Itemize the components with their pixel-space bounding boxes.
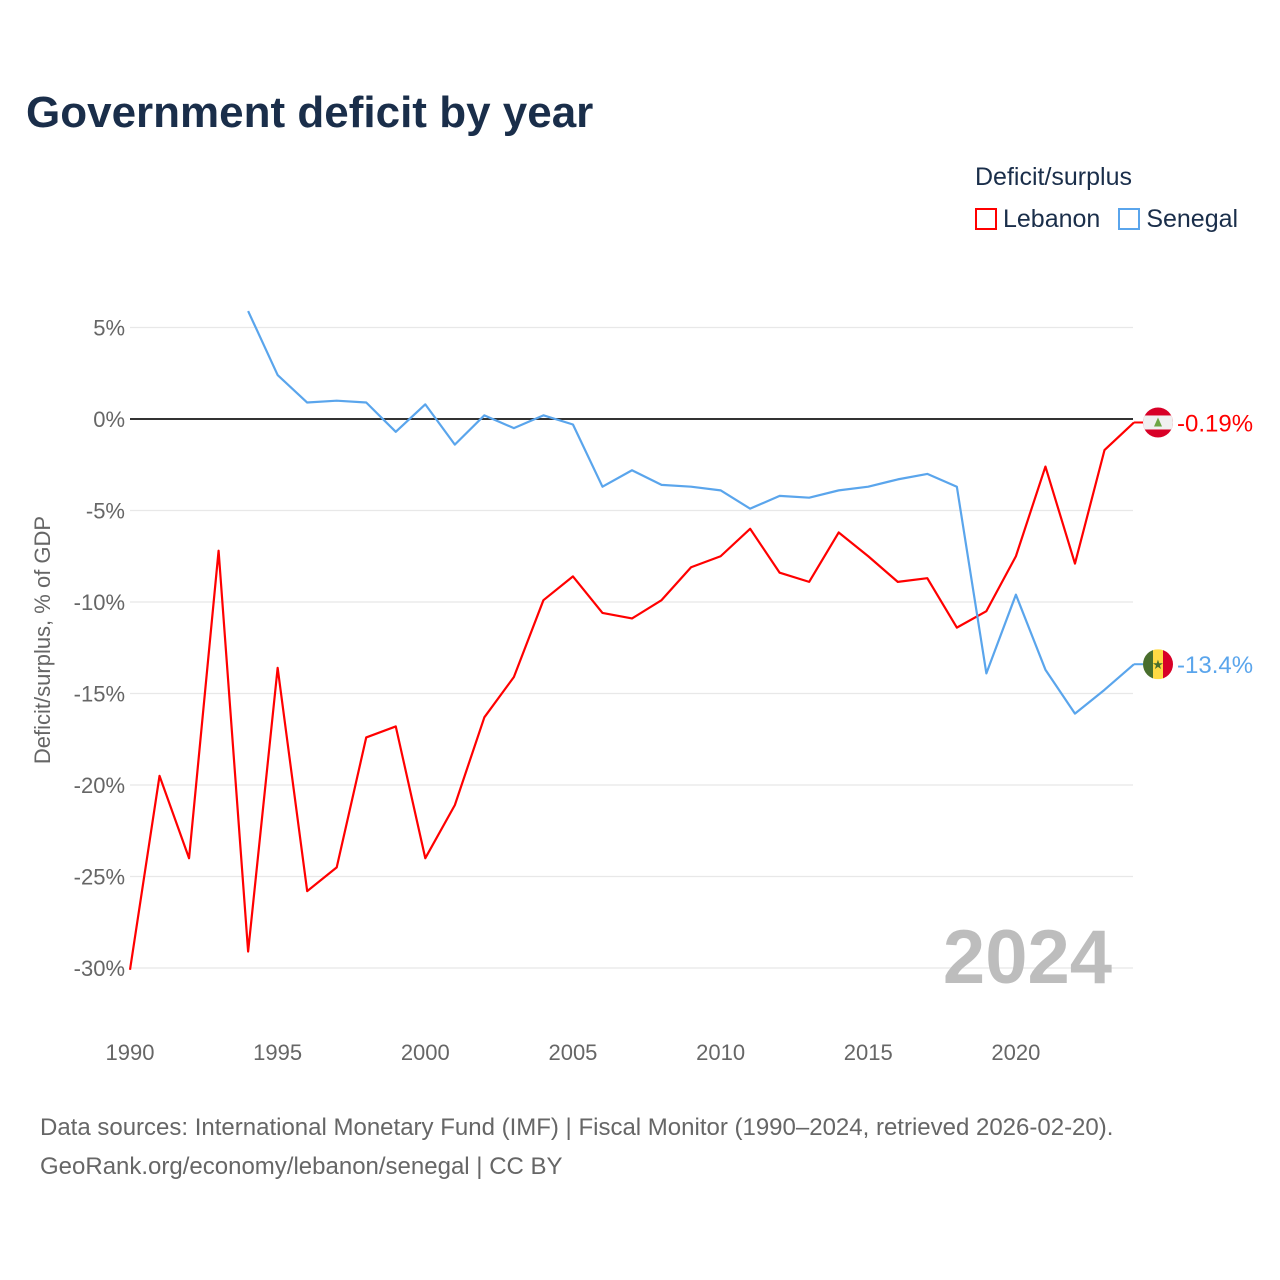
x-tick-label: 2000	[401, 1040, 450, 1065]
legend-label-lebanon: Lebanon	[1003, 205, 1101, 233]
flag-green	[1143, 649, 1153, 680]
legend-item-lebanon[interactable]: Lebanon	[975, 205, 1100, 234]
flag-red	[1163, 649, 1173, 680]
y-tick-label: -10%	[74, 590, 125, 615]
year-watermark: 2024	[943, 915, 1112, 1000]
senegal-flag-icon: ★	[1143, 649, 1173, 680]
cedar-icon	[1154, 417, 1162, 427]
legend: Lebanon Senegal	[975, 205, 1238, 234]
source-text: Data sources: International Monetary Fun…	[40, 1114, 1114, 1141]
x-tick-label: 2005	[548, 1040, 597, 1065]
flag-body: ★	[1143, 649, 1173, 680]
y-tick-label: 5%	[93, 316, 125, 341]
x-tick-label: 1990	[106, 1040, 155, 1065]
series-line-senegal	[247, 310, 1135, 715]
star-icon: ★	[1152, 657, 1164, 672]
y-tick-label: -20%	[74, 773, 125, 798]
lebanon-flag-icon	[1143, 407, 1173, 438]
series-line-lebanon	[128, 421, 1135, 970]
y-tick-label: -15%	[74, 682, 125, 707]
y-axis-label: Deficit/surplus, % of GDP	[30, 516, 55, 764]
chart-title: Government deficit by year	[26, 88, 594, 137]
y-tick-label: 0%	[93, 407, 125, 432]
legend-title: Deficit/surplus	[975, 163, 1132, 191]
legend-swatch-senegal	[1118, 208, 1141, 230]
x-tick-label: 2015	[844, 1040, 893, 1065]
y-tick-label: -30%	[74, 956, 125, 981]
legend-label-senegal: Senegal	[1146, 205, 1239, 233]
footer: Data sources: International Monetary Fun…	[40, 1108, 1113, 1186]
end-value-label: -13.4%	[1177, 652, 1253, 679]
x-tick-label: 1995	[253, 1040, 302, 1065]
legend-swatch-lebanon	[975, 208, 997, 230]
source-link[interactable]: GeoRank.org/economy/lebanon/senegal | CC…	[40, 1153, 563, 1180]
flag-body	[1143, 407, 1173, 438]
end-value-label: -0.19%	[1177, 410, 1253, 437]
y-tick-label: -25%	[74, 865, 125, 890]
x-tick-label: 2010	[696, 1040, 745, 1065]
flag-yellow	[1153, 649, 1163, 680]
y-tick-label: -5%	[86, 499, 125, 524]
x-tick-label: 2020	[991, 1040, 1040, 1065]
legend-item-senegal[interactable]: Senegal	[1118, 205, 1238, 234]
